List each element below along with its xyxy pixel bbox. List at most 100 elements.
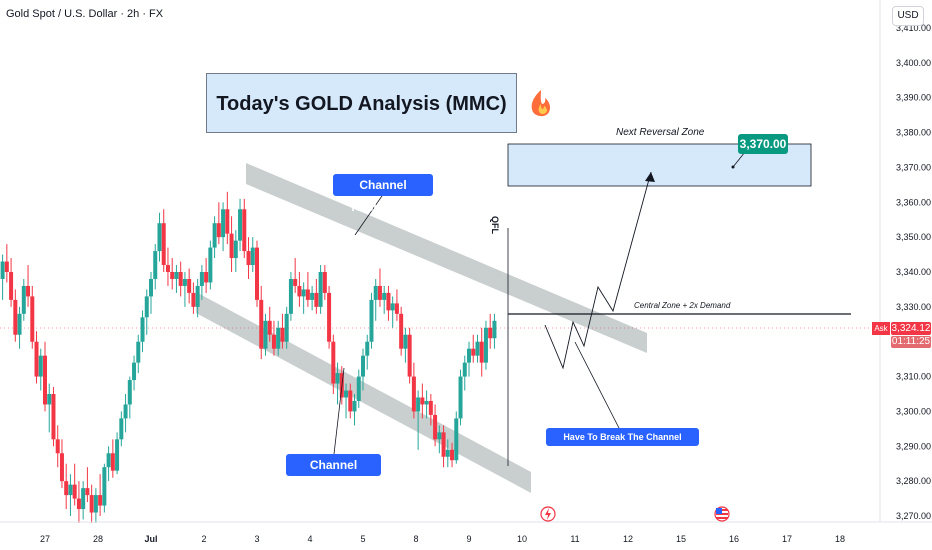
candle-body [259,299,264,349]
symbol-title: Gold Spot / U.S. Dollar · 2h · FX [6,8,164,20]
candle-body [153,251,158,279]
bearish-candle [26,265,31,307]
bullish-candle [403,327,408,363]
candle-body [246,251,251,266]
bullish-candle [454,411,459,464]
bullish-candle [492,313,497,349]
bearish-candle [204,258,209,293]
y-tick-label: 3,390.00 [896,93,931,103]
bullish-candle [365,334,370,370]
candle-body [293,278,298,286]
candle-body [93,495,98,513]
bearish-candle [305,272,310,307]
y-tick-label: 3,350.00 [896,232,931,242]
candle-body [250,247,255,266]
candle-body [255,247,259,300]
bullish-candle [424,390,429,419]
y-tick-label: 3,340.00 [896,267,931,277]
bearish-candle [246,237,251,279]
y-tick-label: 3,300.00 [896,406,931,416]
time-axis: 27 28 Jul 2 3 4 5 8 9 10 11 12 15 16 17 18 [40,534,845,544]
channel-support-pointer [333,367,345,455]
bullish-candle [0,254,5,300]
bullish-candle [467,341,471,377]
bearish-candle [450,442,455,468]
bearish-candle [479,327,484,377]
bullish-candle [356,369,361,408]
bullish-candle [221,202,226,252]
bullish-candle [106,446,111,482]
bearish-candle [64,463,69,510]
x-tick-label: 3 [254,534,259,544]
candle-body [407,334,412,377]
bullish-candle [458,369,463,426]
bullish-candle [352,394,357,426]
candle-body [4,261,9,272]
bullish-candle [361,348,365,391]
candle-body [428,400,433,415]
candle-body [475,341,480,356]
candle-body [106,453,111,468]
bullish-candle [344,383,349,419]
qfl-label: QFL [490,216,500,234]
candle-body [26,285,31,297]
bullish-candle [68,474,73,516]
y-tick-label: 3,360.00 [896,197,931,207]
channel-support-label: Channel Support [286,454,381,494]
us-flag-event-icon[interactable] [714,506,730,522]
bearish-candle [30,285,35,349]
bullish-candle [390,296,395,328]
bearish-candle [386,285,391,321]
y-tick-label: 3,270.00 [896,511,931,521]
bearish-candle [170,258,175,290]
candle-body [47,394,52,405]
bearish-candle [348,383,353,419]
event-flash-icon[interactable] [540,506,556,522]
bearish-candle [43,341,47,412]
candle-body [322,272,327,293]
candle-body [221,209,226,238]
candle-body [238,209,243,241]
candle-body [187,278,192,293]
candle-body [208,247,213,283]
break-note-pointer [574,341,621,431]
bearish-candle [271,320,276,356]
bearish-candle [178,261,183,297]
candle-body [242,209,247,252]
candle-body [348,390,353,412]
candle-body [488,327,493,339]
bearish-candle [420,383,425,419]
bullish-candle [462,355,467,391]
candle-body [471,348,476,356]
candle-body [68,484,73,496]
x-tick-label: 11 [570,534,579,544]
currency-button[interactable]: USD [892,6,924,26]
bearish-candle [411,362,416,419]
candle-body [182,278,187,286]
bullish-candle [483,320,488,370]
bullish-candle [212,216,217,259]
candle-body [59,453,64,482]
bullish-candle [284,306,289,349]
y-tick-label: 3,370.00 [896,162,931,172]
bullish-candle [38,348,43,391]
candle-body [127,380,132,405]
bearish-candle [433,404,438,447]
bearish-candle [267,306,272,342]
candle-body [361,355,365,377]
bearish-candle [407,327,412,384]
candle-body [458,376,463,419]
x-tick-label: 16 [729,534,739,544]
x-tick-label: 10 [517,534,527,544]
candle-body [445,449,450,457]
bullish-candle [149,272,153,314]
candle-body [119,418,124,440]
candle-body [132,362,137,381]
x-tick-label: 4 [307,534,312,544]
bearish-candle [34,331,39,384]
candle-body [386,292,391,311]
bearish-candle [216,202,221,245]
candle-body [174,272,179,279]
candle-body [365,341,370,356]
